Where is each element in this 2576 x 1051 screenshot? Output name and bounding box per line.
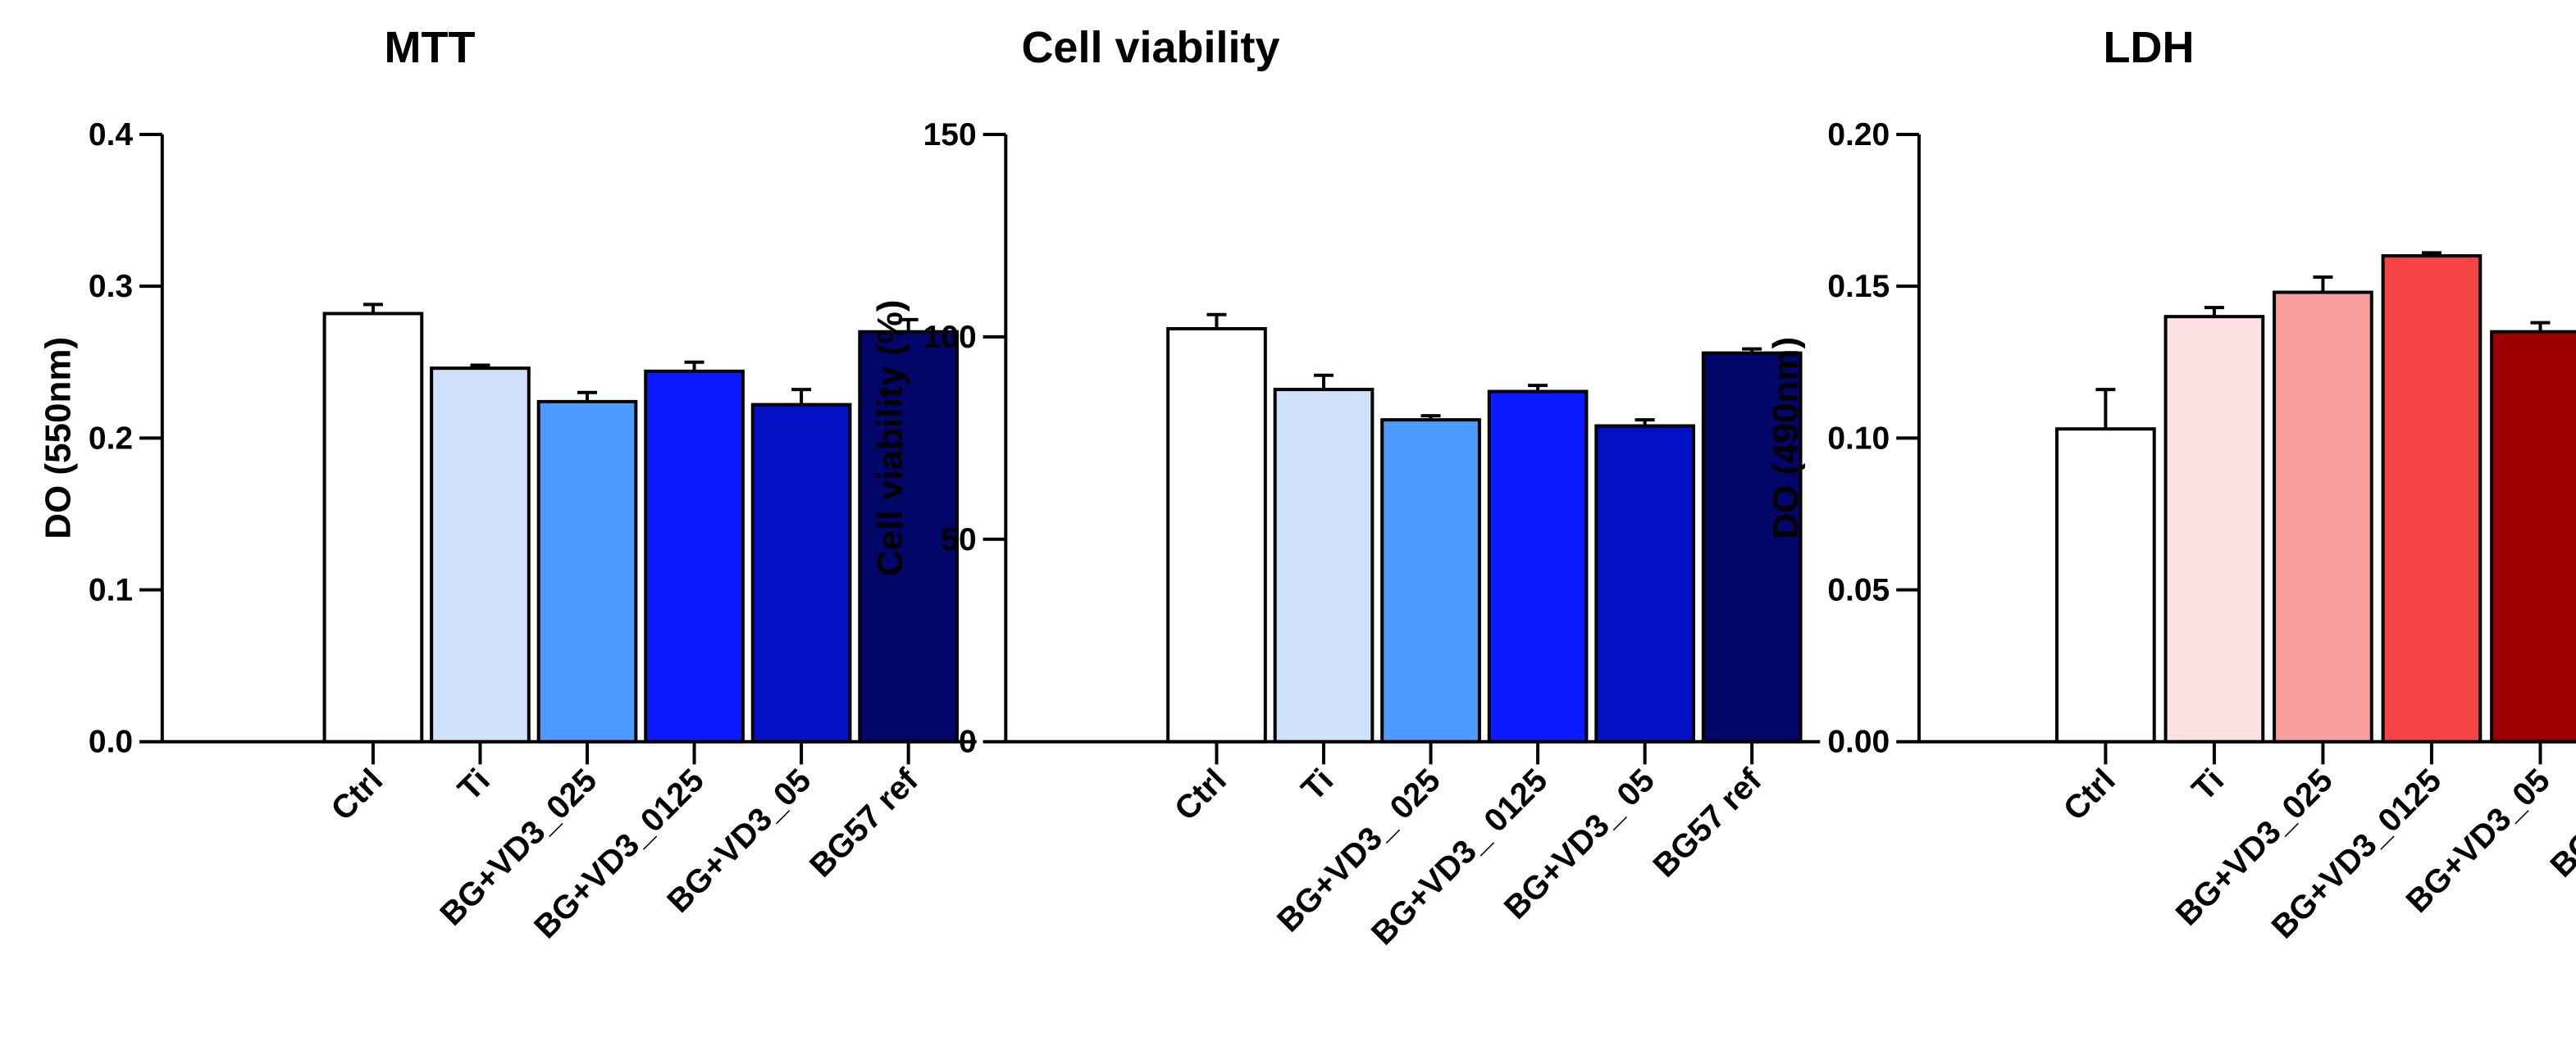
bar-ctrl — [322, 312, 424, 744]
bar-bg-vd3-025 — [2273, 290, 2373, 744]
x-category-label: BG57 ref — [1647, 762, 1769, 884]
y-tick-label: 0.20 — [1827, 117, 1890, 152]
chart-title: MTT — [385, 23, 476, 72]
y-tick-label: 0.1 — [89, 573, 133, 608]
y-tick-label: 0.10 — [1827, 421, 1890, 456]
bar-ti — [430, 366, 531, 744]
y-axis-label: DO (490nm) — [1766, 337, 1806, 539]
x-category-label: Ti — [1295, 762, 1341, 808]
bar-bg-vd3-025 — [1380, 418, 1481, 744]
bar-bg-vd3-0125 — [644, 369, 745, 744]
x-category-label: Ctrl — [1168, 762, 1233, 828]
y-tick-label: 0.3 — [89, 269, 133, 304]
chart-title: LDH — [2104, 23, 2195, 72]
y-tick-label: 0.05 — [1827, 573, 1890, 608]
x-category-label: Ti — [2186, 762, 2232, 808]
bar-bg-vd3-025 — [536, 399, 638, 744]
bar-ctrl — [1166, 326, 1267, 744]
x-category-label: Ctrl — [2057, 762, 2122, 828]
bar-ti — [2163, 315, 2265, 744]
y-tick-label: 50 — [941, 522, 976, 557]
bar-bg-vd3-0125 — [2381, 254, 2483, 744]
chart-title: Cell viability — [1021, 23, 1279, 72]
y-tick-label: 0.00 — [1827, 725, 1890, 760]
y-axis-label: DO (550nm) — [38, 337, 78, 539]
y-tick-label: 0.2 — [89, 421, 133, 456]
y-axis-label: Cell viability (%) — [870, 300, 910, 576]
x-category-label: BG57 ref — [803, 762, 925, 884]
bar-bg-vd3-0125 — [1487, 389, 1589, 744]
y-tick-label: 0 — [959, 725, 977, 760]
bar-bg57-ref — [858, 330, 959, 744]
x-category-label: Ctrl — [324, 762, 390, 828]
chart-cell-viability: Cell viability Cell viability (%) 0 50 100… — [870, 23, 1821, 952]
y-tick-label: 0.4 — [89, 117, 134, 152]
y-tick-label: 0.0 — [89, 725, 133, 760]
bar-bg-vd3-05 — [750, 403, 852, 744]
y-tick-label: 150 — [923, 117, 977, 152]
chart-ldh: LDH DO (490nm) 0.00 0.05 0.10 0.15 0.20 Ctrl T… — [1766, 23, 2576, 945]
bar-ctrl — [2055, 427, 2156, 744]
bar-bg57-ref — [1701, 351, 1803, 744]
bar-bg-vd3-05 — [2490, 330, 2576, 744]
bar-ti — [1273, 388, 1375, 744]
x-category-label: Ti — [451, 762, 497, 808]
y-tick-label: 0.15 — [1827, 269, 1890, 304]
bar-bg-vd3-05 — [1594, 424, 1695, 744]
y-tick-label: 100 — [923, 320, 977, 355]
